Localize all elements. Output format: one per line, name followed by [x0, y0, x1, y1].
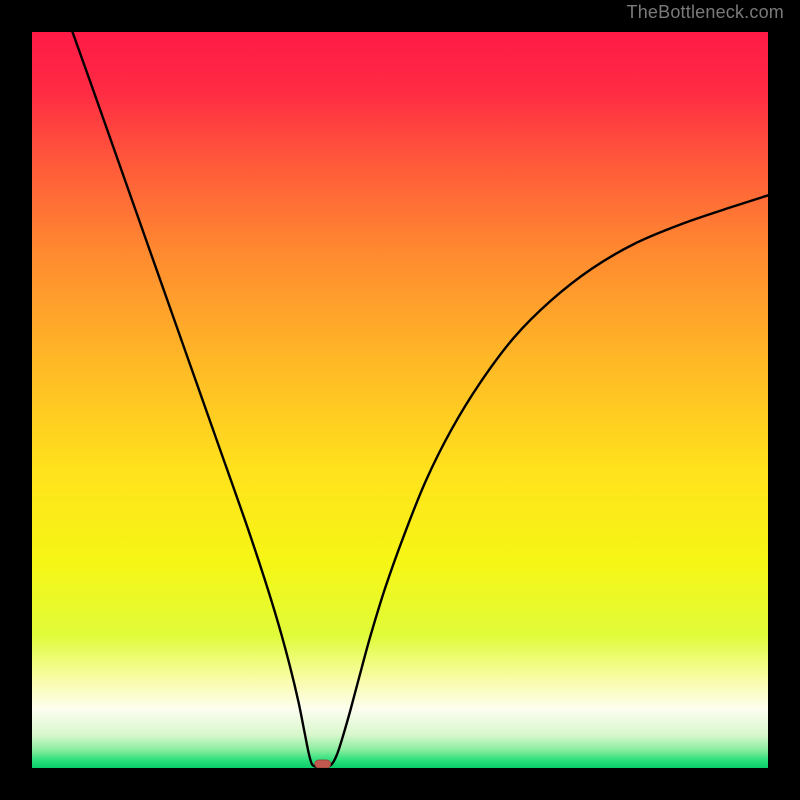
watermark-text: TheBottleneck.com [627, 2, 784, 23]
chart-plot-area [32, 32, 768, 768]
chart-background [32, 32, 768, 768]
chart-svg [32, 32, 768, 768]
optimal-point-marker [315, 760, 331, 768]
